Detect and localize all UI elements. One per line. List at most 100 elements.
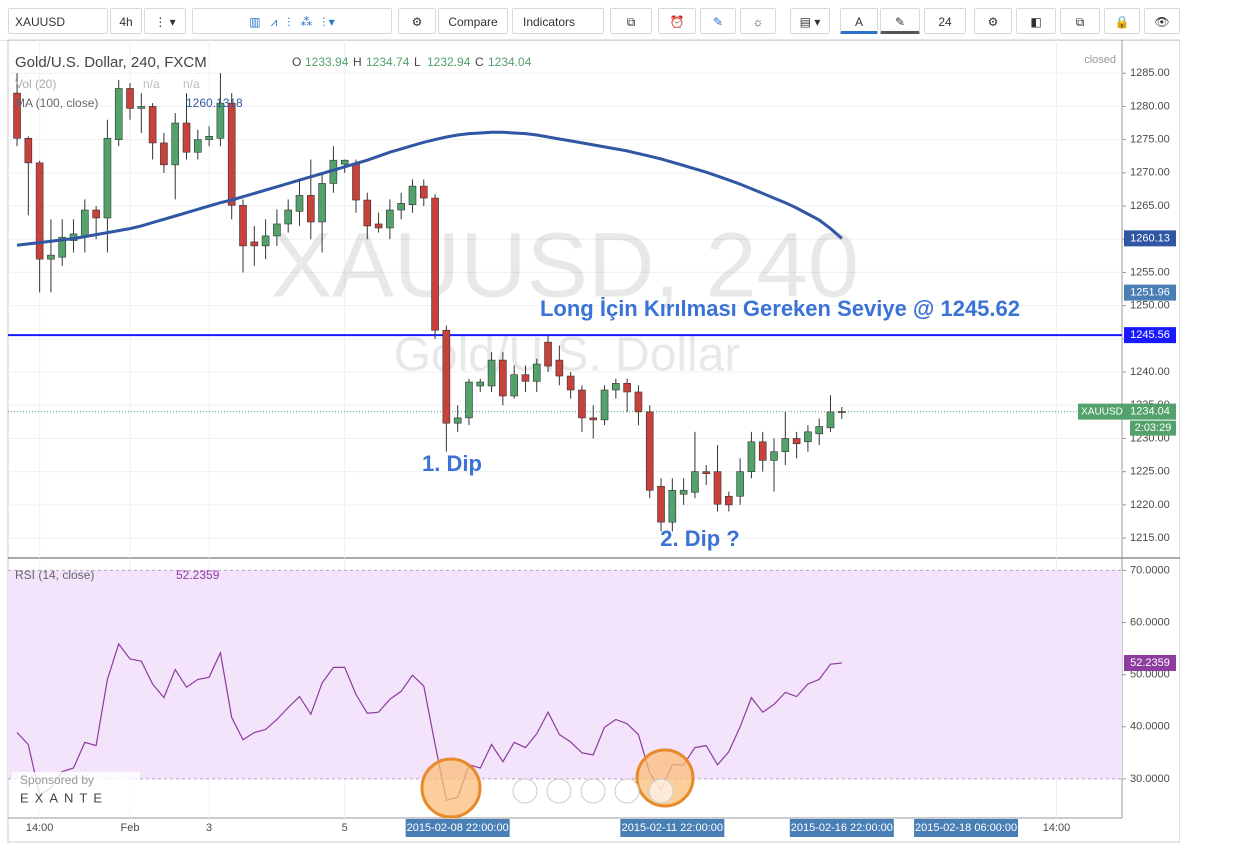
zoom-out[interactable] [546,778,572,804]
line-color-button[interactable]: ✎ [880,8,920,34]
candle-body [510,374,518,397]
scroll-right[interactable] [648,778,674,804]
rsi-pane: RSI (14, close) 52.2359 Sponsored by EXANTE [8,560,1122,818]
toolbar: XAUUSD 4h ⋮ ▾ ▥ ⩘ ⫶ ⁂ ⫶ ▾ ⚙ Compare Indi… [0,0,1180,41]
dip-circle [420,757,482,819]
candle-body [397,203,405,211]
candle-body [318,183,326,223]
last-price-name: XAUUSD [1081,406,1123,417]
volume-value: n/a [183,77,200,91]
compare-button[interactable]: Compare [438,8,508,34]
candle-body [792,438,801,445]
candle-body [363,199,372,227]
ohlc-label: C [475,55,484,69]
template-button[interactable]: ⧉ [610,8,652,34]
reset[interactable] [580,778,606,804]
candle-body [227,102,236,206]
alert-button[interactable]: ⏰ [658,8,696,34]
candle-body [668,489,677,523]
rsi-band [8,570,1122,779]
candle-body [566,375,575,391]
properties-button[interactable]: ⚙ [974,8,1012,34]
note-button[interactable]: ▤ ▾ [790,8,830,34]
candle-body [205,135,213,140]
ohlc-value: 1234.74 [366,55,410,69]
settings-button[interactable]: ⚙ [398,8,436,34]
hide-button[interactable]: 👁 [1144,8,1180,34]
x-badge [914,819,1019,837]
watermark-subtitle: Gold/U.S. Dollar [394,329,741,382]
sponsor-box [12,772,140,812]
axis-marker-label: 1251.96 [1130,287,1170,299]
volume-value: n/a [143,77,160,91]
axis-marker-label: 1245.56 [1130,329,1170,341]
candle-body [148,106,157,144]
candle-body [58,236,67,258]
ohlc-label: H [353,55,362,69]
candle-body [725,495,733,506]
x-tick-label: 14:00 [1043,822,1071,834]
candle-body [826,411,835,429]
candle-body [600,389,609,421]
candle-body [431,197,439,331]
candle-body [578,389,586,419]
lock-button[interactable]: 🔒 [1104,8,1140,34]
candle-body [465,381,473,419]
status: closed [1084,54,1116,66]
candle-body [13,92,21,139]
candle-body [532,363,541,382]
chart-style-buttons[interactable]: ▥ ⩘ ⫶ ⁂ ⫶ ▾ [192,8,392,34]
x-tick-label: Feb [121,822,140,834]
y-tick-label: 1225.00 [1130,466,1170,478]
clone-button[interactable]: ⧉ [1060,8,1100,34]
candle-body [521,374,530,382]
y-tick-label: 1275.00 [1130,134,1170,146]
ohlc-value: 1233.94 [305,55,349,69]
candle-body [386,209,394,229]
candle-body [657,485,665,523]
text-color-button[interactable]: A [840,8,878,34]
candle-body [645,411,654,491]
chart-title: Gold/U.S. Dollar, 240, FXCM [15,54,207,71]
candle-body [612,383,620,391]
interval-menu[interactable]: ⋮ ▾ [144,8,186,34]
symbol-input[interactable]: XAUUSD [8,8,108,34]
ohlc-label: L [414,55,421,69]
legend-value: 1260.1318 [186,96,243,110]
font-size-button[interactable]: 24 [924,8,966,34]
candle-body [24,137,33,164]
candle-body [679,489,688,495]
candle-body [81,209,89,237]
candle-body [273,223,281,237]
series-line [16,642,842,802]
zoom-in[interactable] [614,778,640,804]
rsi-highlights [420,748,695,819]
draw-button[interactable]: ✎ [700,8,736,34]
candle-body [126,88,134,109]
series-line [16,130,843,247]
candle-body [555,359,564,377]
x-badge-label: 2015-02-18 06:00:00 [915,822,1017,834]
idea-button[interactable]: ☼ [740,8,776,34]
scroll-left[interactable] [512,778,538,804]
axis-marker-label: 1260.13 [1130,232,1170,244]
x-badge [405,819,510,837]
candle-body [747,441,756,472]
interval-button[interactable]: 4h [110,8,142,34]
candle-body [137,106,146,109]
candle-body [804,431,812,443]
candle-body [182,122,191,153]
legend-name: RSI (14, close) [15,568,94,582]
order-button[interactable]: ◧ [1016,8,1056,34]
countdown: 2:03:29 [1135,422,1172,434]
candle-body [544,341,552,367]
x-badge [620,819,725,837]
ohlc-value: 1234.04 [488,55,532,69]
price-pane: XAUUSD, 240 Gold/U.S. Dollar Long İçin Kır… [8,40,1122,558]
indicators-button[interactable]: Indicators [512,8,604,34]
candle-body [114,88,123,140]
y-tick-label: 1255.00 [1130,266,1170,278]
candle-body [47,254,55,260]
candle-body [758,441,767,461]
